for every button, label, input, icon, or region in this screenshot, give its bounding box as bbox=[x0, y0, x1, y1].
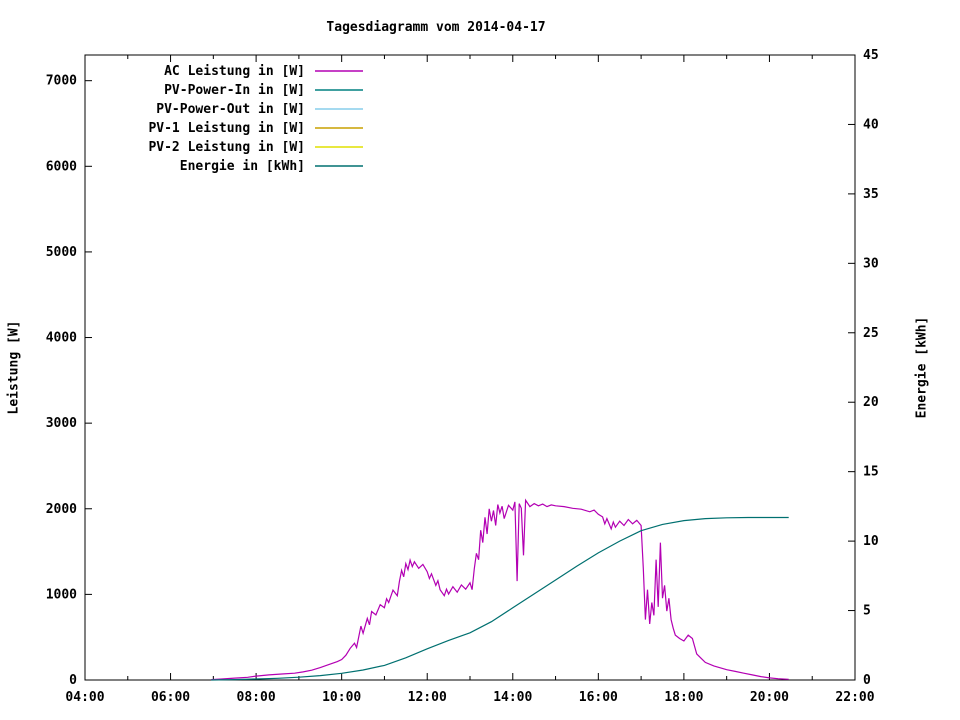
chart-title: Tagesdiagramm vom 2014-04-17 bbox=[326, 20, 546, 35]
right-y-tick-label: 40 bbox=[863, 117, 879, 132]
right-y-tick-label: 5 bbox=[863, 604, 871, 619]
right-y-tick-label: 10 bbox=[863, 534, 879, 549]
legend-label: Energie in [kWh] bbox=[180, 159, 305, 174]
left-y-tick-label: 0 bbox=[69, 673, 77, 688]
left-y-tick-label: 3000 bbox=[46, 416, 77, 431]
legend-label: PV-2 Leistung in [W] bbox=[148, 140, 305, 155]
right-y-tick-label: 35 bbox=[863, 187, 879, 202]
x-tick-label: 18:00 bbox=[664, 690, 703, 705]
left-y-tick-label: 2000 bbox=[46, 502, 77, 517]
x-tick-label: 04:00 bbox=[65, 690, 104, 705]
left-y-tick-label: 7000 bbox=[46, 74, 77, 89]
right-y-tick-label: 20 bbox=[863, 395, 879, 410]
right-y-tick-label: 45 bbox=[863, 48, 879, 63]
x-tick-label: 16:00 bbox=[579, 690, 618, 705]
series-line-ac-leistung-in-w bbox=[211, 498, 789, 681]
x-tick-label: 08:00 bbox=[237, 690, 276, 705]
x-tick-label: 06:00 bbox=[151, 690, 190, 705]
left-y-tick-label: 5000 bbox=[46, 245, 77, 260]
x-tick-label: 10:00 bbox=[322, 690, 361, 705]
x-tick-label: 22:00 bbox=[835, 690, 874, 705]
legend-label: AC Leistung in [W] bbox=[164, 64, 305, 79]
left-y-tick-label: 4000 bbox=[46, 331, 77, 346]
series-line-energie-in-kwh bbox=[211, 516, 789, 681]
x-tick-label: 12:00 bbox=[408, 690, 447, 705]
x-tick-label: 20:00 bbox=[750, 690, 789, 705]
legend-label: PV-Power-Out in [W] bbox=[156, 102, 305, 117]
left-y-tick-label: 1000 bbox=[46, 587, 77, 602]
left-y-tick-label: 6000 bbox=[46, 159, 77, 174]
legend-label: PV-Power-In in [W] bbox=[164, 83, 305, 98]
right-y-tick-label: 0 bbox=[863, 673, 871, 688]
x-tick-label: 14:00 bbox=[493, 690, 532, 705]
right-y-tick-label: 15 bbox=[863, 465, 879, 480]
legend-label: PV-1 Leistung in [W] bbox=[148, 121, 305, 136]
right-y-tick-label: 30 bbox=[863, 256, 879, 271]
right-y-tick-label: 25 bbox=[863, 326, 879, 341]
